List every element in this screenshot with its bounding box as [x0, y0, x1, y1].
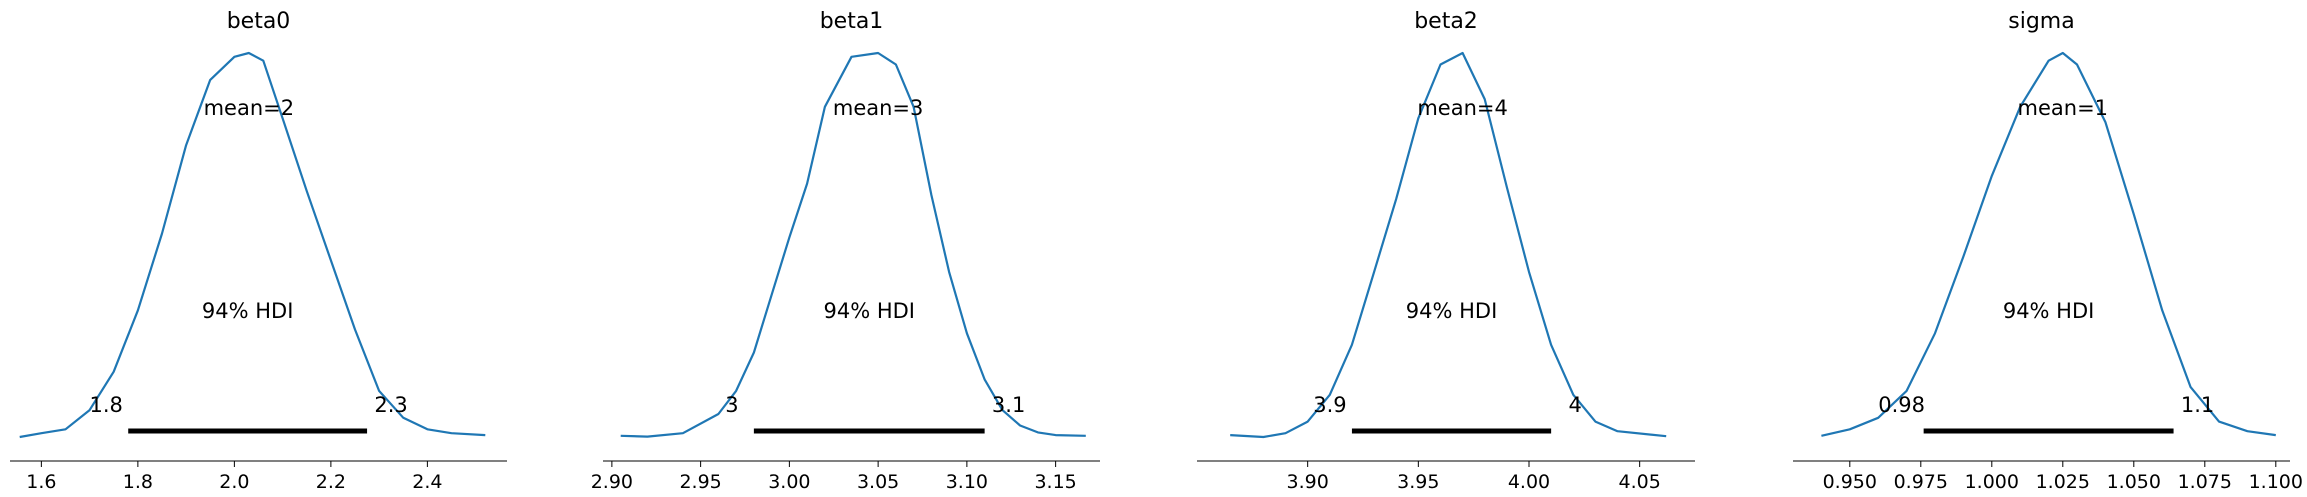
hdi-high-label: 4 [1568, 393, 1581, 417]
panel-beta0: beta0 mean=2 94% HDI 1.8 2.3 1.6 1.8 2.0 2.2 2.4 [10, 9, 507, 493]
mean-label: mean=2 [204, 96, 295, 120]
panel-beta1: beta1 mean=3 94% HDI 3 3.1 2.90 2.95 3.00 3.05 3.… [591, 9, 1100, 493]
x-tick-label: 1.025 [2036, 471, 2090, 493]
panel-title: beta2 [1414, 9, 1478, 34]
hdi-high-label: 3.1 [992, 393, 1025, 417]
x-tick-label: 3.00 [768, 471, 810, 493]
hdi-high-label: 2.3 [374, 393, 407, 417]
x-tick-label: 1.050 [2107, 471, 2161, 493]
x-tick-label: 3.15 [1034, 471, 1076, 493]
x-tick-label: 2.0 [219, 471, 249, 493]
density-curve [19, 51, 486, 439]
density-curve [1821, 51, 2276, 437]
hdi-label: 94% HDI [823, 299, 915, 323]
hdi-label: 94% HDI [2003, 299, 2095, 323]
mean-label: mean=3 [833, 96, 924, 120]
x-tick-label: 3.10 [946, 471, 988, 493]
x-tick-label: 1.6 [26, 471, 56, 493]
x-tick-label: 0.950 [1823, 471, 1877, 493]
density-curve [1230, 51, 1667, 439]
x-tick-label: 1.075 [2178, 471, 2232, 493]
mean-label: mean=4 [1417, 96, 1508, 120]
hdi-low-label: 1.8 [90, 393, 123, 417]
panel-title: sigma [2008, 9, 2074, 34]
x-tick-label: 0.975 [1894, 471, 1948, 493]
x-tick-label: 3.90 [1287, 471, 1329, 493]
x-tick-label: 2.90 [591, 471, 633, 493]
x-tick-label: 2.95 [679, 471, 721, 493]
hdi-label: 94% HDI [202, 299, 294, 323]
x-tick-label: 1.100 [2249, 471, 2303, 493]
panel-sigma: sigma mean=1 94% HDI 0.98 1.1 0.950 0.975 1.000… [1793, 9, 2303, 493]
x-tick-label: 1.000 [1965, 471, 2019, 493]
panel-title: beta0 [227, 9, 291, 34]
hdi-low-label: 3.9 [1313, 393, 1346, 417]
x-tick-label: 3.95 [1397, 471, 1439, 493]
x-tick-label: 2.2 [316, 471, 346, 493]
x-tick-label: 3.05 [857, 471, 899, 493]
hdi-high-label: 1.1 [2181, 393, 2214, 417]
density-curve [620, 51, 1086, 438]
x-tick-label: 2.4 [412, 471, 442, 493]
x-tick-label: 4.05 [1619, 471, 1661, 493]
hdi-label: 94% HDI [1406, 299, 1498, 323]
x-tick-label: 4.00 [1508, 471, 1550, 493]
mean-label: mean=1 [2018, 96, 2109, 120]
hdi-low-label: 0.98 [1878, 393, 1925, 417]
x-tick-label: 1.8 [123, 471, 153, 493]
hdi-low-label: 3 [725, 393, 738, 417]
panel-beta2: beta2 mean=4 94% HDI 3.9 4 3.90 3.95 4.00 4.05 [1197, 9, 1695, 493]
panel-title: beta1 [820, 9, 884, 34]
